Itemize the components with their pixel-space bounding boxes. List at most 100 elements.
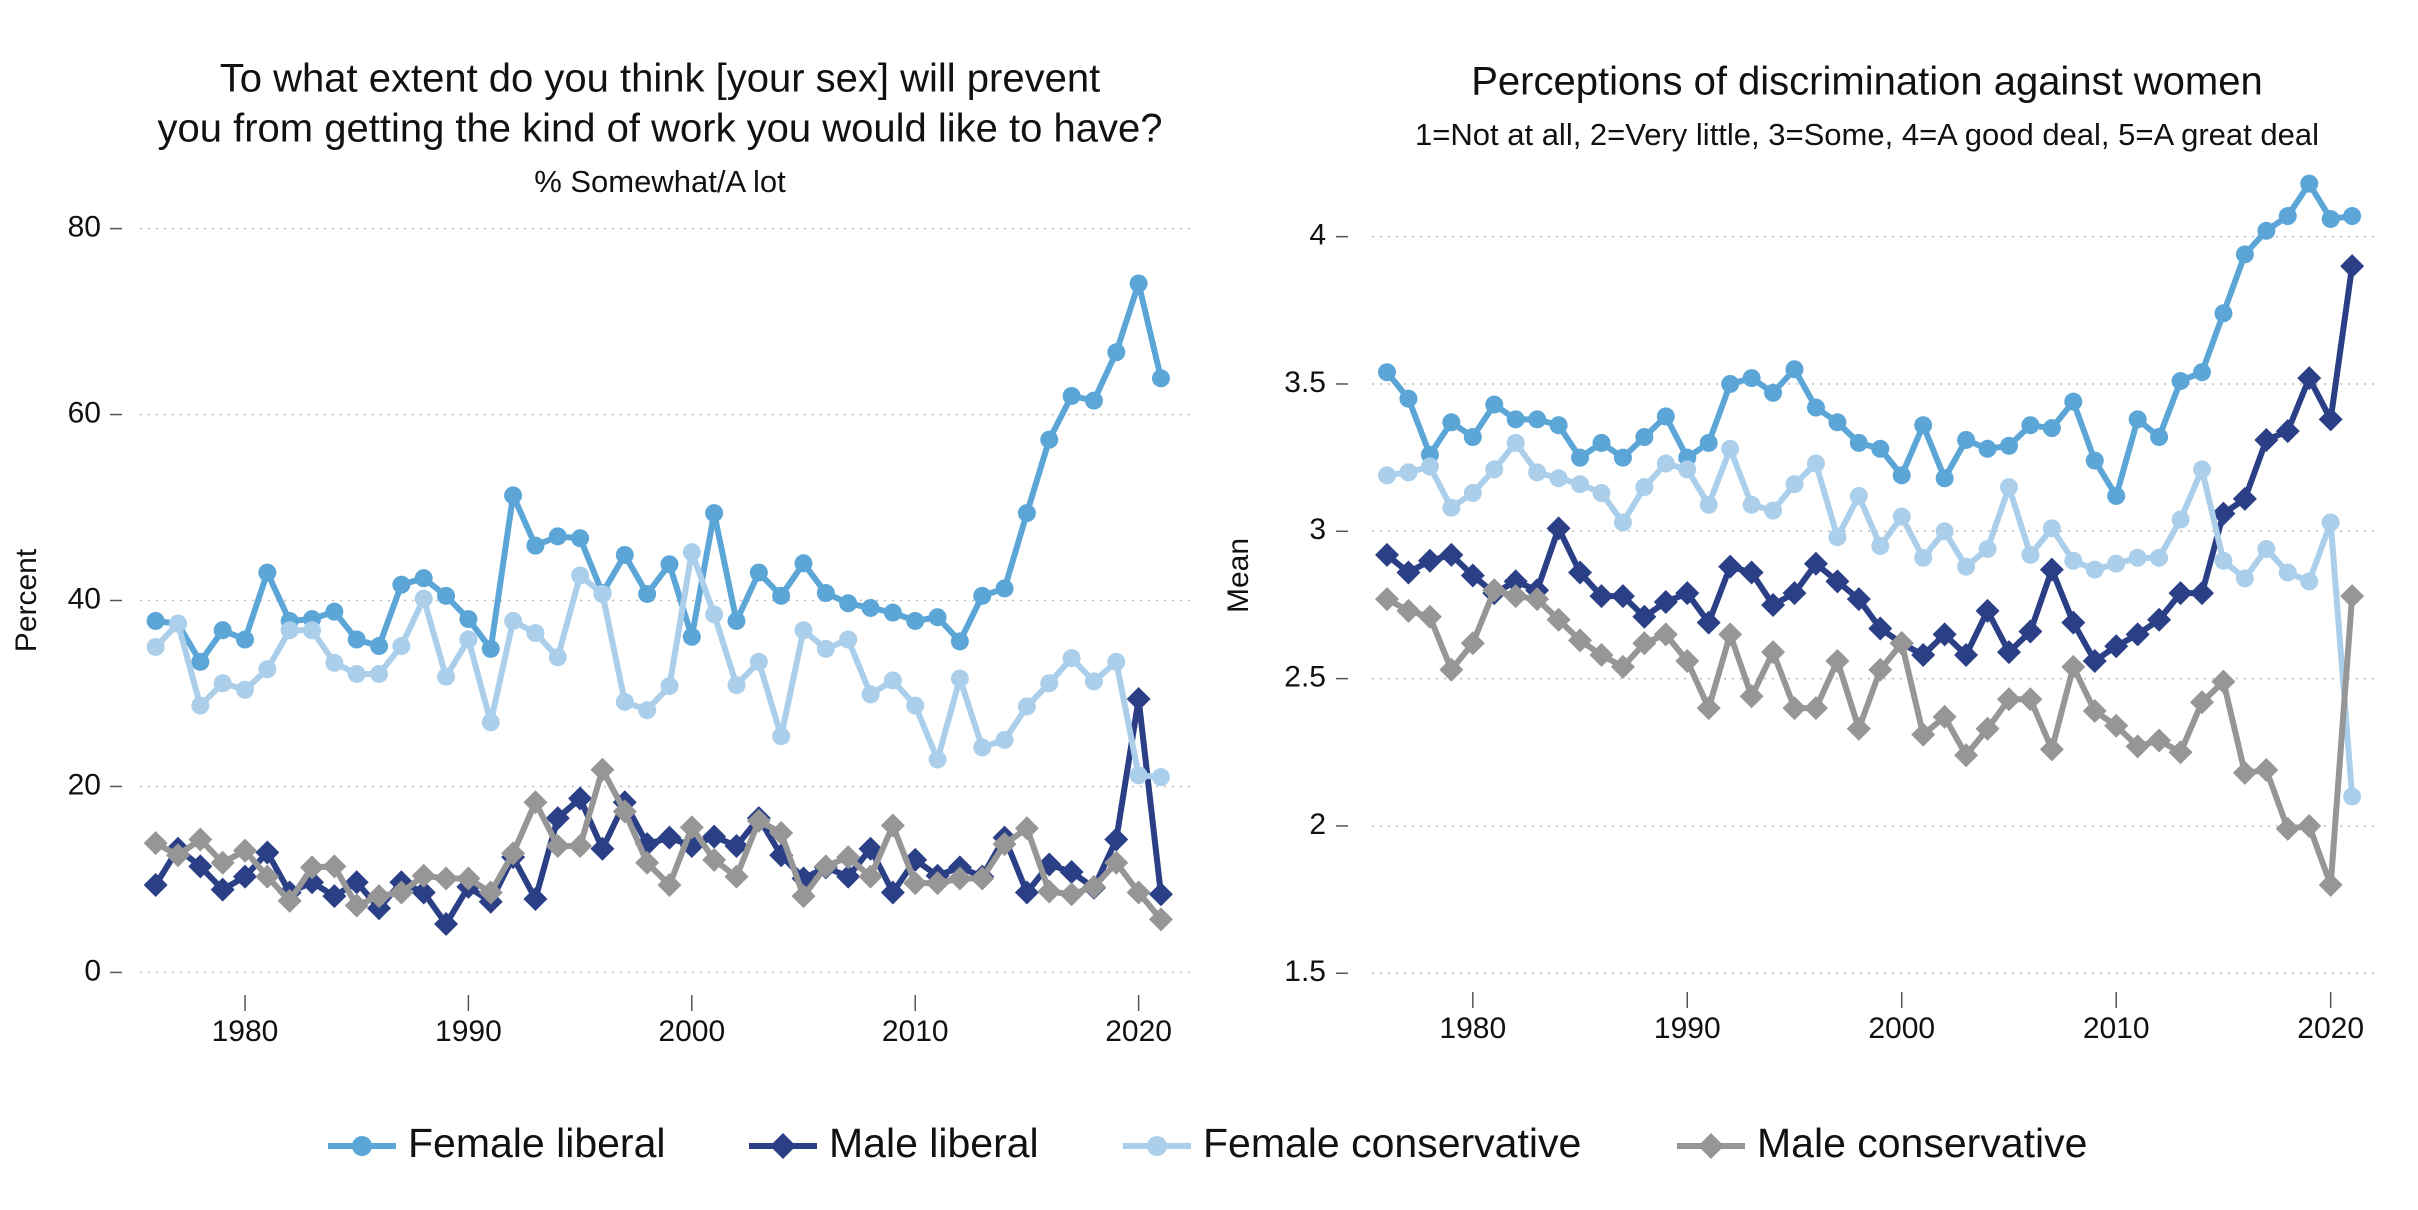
x-tick-label: 1990 bbox=[1654, 1012, 1721, 1045]
point bbox=[1718, 554, 1743, 579]
point bbox=[2147, 728, 2172, 753]
point bbox=[635, 850, 660, 875]
y-tick-label: 40 bbox=[68, 582, 101, 615]
point bbox=[791, 884, 816, 909]
point bbox=[1396, 560, 1421, 585]
series-line bbox=[153, 549, 1162, 781]
point bbox=[1528, 410, 1547, 429]
point bbox=[660, 677, 679, 696]
point bbox=[1549, 416, 1568, 435]
point bbox=[995, 579, 1014, 598]
point bbox=[459, 630, 478, 649]
x-tick-label: 2010 bbox=[2083, 1012, 2150, 1045]
point bbox=[367, 896, 392, 921]
point bbox=[2150, 428, 2169, 447]
point bbox=[545, 833, 570, 858]
point bbox=[255, 864, 280, 889]
point bbox=[1017, 504, 1036, 523]
point bbox=[2125, 734, 2150, 759]
point bbox=[858, 836, 883, 861]
point bbox=[2300, 572, 2319, 591]
point bbox=[794, 554, 813, 573]
point bbox=[568, 786, 593, 811]
point bbox=[1059, 882, 1084, 907]
point bbox=[501, 841, 526, 866]
point bbox=[903, 871, 928, 896]
point bbox=[682, 627, 701, 646]
point bbox=[2254, 427, 2279, 452]
point bbox=[2192, 363, 2211, 382]
point bbox=[816, 584, 835, 603]
point bbox=[2278, 563, 2297, 582]
point bbox=[2018, 619, 2043, 644]
point bbox=[660, 555, 679, 574]
point bbox=[146, 637, 165, 656]
point bbox=[437, 667, 456, 686]
point bbox=[1999, 436, 2018, 455]
point bbox=[545, 806, 570, 831]
point bbox=[1846, 587, 1871, 612]
point bbox=[1761, 640, 1786, 665]
point bbox=[2192, 460, 2211, 479]
point bbox=[1059, 859, 1084, 884]
point bbox=[861, 598, 880, 617]
point bbox=[1739, 684, 1764, 709]
point bbox=[322, 854, 347, 879]
point bbox=[1040, 430, 1059, 449]
point bbox=[1126, 687, 1151, 712]
point bbox=[1849, 433, 1868, 452]
chart-title: Perceptions of discrimination against wo… bbox=[1471, 60, 2263, 104]
point bbox=[1975, 716, 2000, 741]
point bbox=[2340, 584, 2365, 609]
point bbox=[414, 589, 433, 608]
point bbox=[950, 669, 969, 688]
point bbox=[1062, 649, 1081, 668]
point bbox=[1806, 454, 1825, 473]
point bbox=[925, 871, 950, 896]
point bbox=[1375, 542, 1400, 567]
point bbox=[2107, 486, 2126, 505]
point bbox=[1653, 590, 1678, 615]
point bbox=[1764, 501, 1783, 520]
point bbox=[769, 820, 794, 845]
point bbox=[2150, 548, 2169, 567]
point bbox=[1742, 369, 1761, 388]
point bbox=[1803, 551, 1828, 576]
point bbox=[1785, 475, 1804, 494]
point bbox=[370, 637, 389, 656]
point bbox=[992, 832, 1017, 857]
point bbox=[702, 824, 727, 849]
point bbox=[2297, 366, 2322, 391]
x-tick-label: 1980 bbox=[212, 1015, 279, 1048]
x-tick-label: 2010 bbox=[882, 1015, 949, 1048]
point bbox=[1782, 696, 1807, 721]
point bbox=[1699, 495, 1718, 514]
point bbox=[1151, 369, 1170, 388]
point bbox=[1935, 522, 1954, 541]
y-tick-label: 1.5 bbox=[1284, 955, 1326, 988]
point bbox=[191, 696, 210, 715]
point bbox=[2343, 207, 2362, 226]
point bbox=[1892, 466, 1911, 485]
point bbox=[1485, 460, 1504, 479]
point bbox=[367, 884, 392, 909]
point bbox=[325, 602, 344, 621]
point bbox=[1957, 557, 1976, 576]
point bbox=[344, 893, 369, 918]
point bbox=[2021, 545, 2040, 564]
point bbox=[1151, 768, 1170, 787]
point bbox=[1889, 631, 1914, 656]
point bbox=[322, 884, 347, 909]
point bbox=[973, 586, 992, 605]
point bbox=[481, 639, 500, 658]
point bbox=[2168, 740, 2193, 765]
point bbox=[258, 660, 277, 679]
point bbox=[1104, 850, 1129, 875]
point bbox=[2340, 254, 2365, 279]
point bbox=[1742, 495, 1761, 514]
point bbox=[950, 632, 969, 651]
point bbox=[1017, 697, 1036, 716]
point bbox=[1718, 622, 1743, 647]
point bbox=[1546, 607, 1571, 632]
point bbox=[638, 701, 657, 720]
